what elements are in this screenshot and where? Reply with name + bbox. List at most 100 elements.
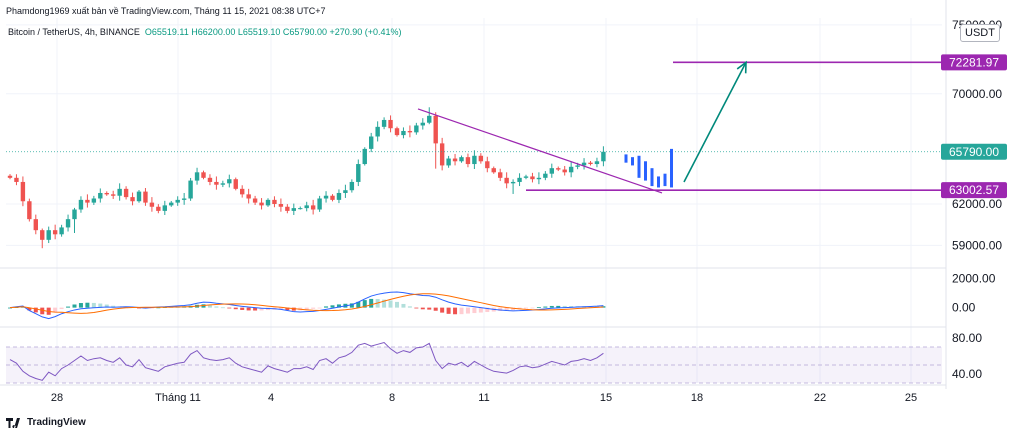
- macd-histogram-bar: [253, 307, 258, 311]
- signal-line: [9, 293, 604, 314]
- candle-body: [123, 188, 129, 198]
- macd-pane[interactable]: [8, 291, 606, 320]
- candle-body: [517, 177, 522, 182]
- candle-body: [52, 230, 58, 235]
- candle-body: [594, 161, 600, 165]
- price-axis[interactable]: 75000.0070000.0062000.0059000.0072281.97…: [941, 18, 1007, 381]
- macd-histogram-bar: [369, 298, 374, 308]
- breakout-arrow[interactable]: [683, 61, 747, 183]
- candle-body: [381, 119, 387, 127]
- macd-histogram-bar: [201, 304, 206, 308]
- candle-body: [375, 126, 380, 137]
- candle-body: [498, 172, 503, 178]
- macd-histogram-bar: [85, 302, 90, 308]
- candle-body: [65, 219, 71, 228]
- candle-body: [278, 204, 284, 207]
- macd-histogram-bar: [427, 307, 432, 310]
- macd-histogram-bar: [149, 307, 154, 309]
- candle-body: [369, 136, 374, 149]
- candle-body: [317, 198, 322, 210]
- candle-body: [491, 168, 496, 173]
- ohlc-high: H66200.00: [191, 27, 236, 37]
- annotations[interactable]: [417, 60, 942, 194]
- macd-histogram-bar: [414, 307, 419, 309]
- candle-body: [530, 176, 535, 180]
- symbol-name: Bitcoin / TetherUS, 4h, BINANCE: [8, 27, 140, 37]
- candle-body: [194, 172, 200, 181]
- candle-body: [388, 119, 393, 129]
- macd-histogram-bar: [472, 307, 477, 314]
- macd-histogram-bar: [349, 303, 354, 308]
- candle-body: [452, 158, 458, 162]
- macd-histogram-bar: [324, 306, 329, 308]
- macd-histogram-bar: [524, 307, 528, 309]
- price-pane[interactable]: [6, 107, 946, 249]
- descending-trendline[interactable]: [417, 108, 663, 194]
- macd-histogram-bar: [433, 307, 438, 311]
- candle-body: [117, 188, 122, 196]
- tradingview-logo[interactable]: TradingView: [6, 417, 86, 428]
- macd-histogram-bar: [311, 307, 316, 309]
- candle-body: [433, 115, 438, 144]
- tradingview-logo-icon: [6, 417, 20, 428]
- projection-bar: [631, 157, 634, 166]
- price-tick-label: 62000.00: [952, 197, 1002, 211]
- candle-body: [407, 130, 413, 133]
- time-tick-label: 25: [905, 392, 917, 404]
- candle-body: [78, 199, 84, 210]
- macd-histogram-bar: [156, 307, 161, 309]
- macd-histogram-bar: [478, 307, 483, 313]
- symbol-legend: Bitcoin / TetherUS, 4h, BINANCE O65519.1…: [8, 27, 402, 37]
- macd-histogram-bar: [72, 304, 77, 308]
- candle-body: [472, 155, 477, 165]
- macd-histogram-bar: [91, 302, 96, 308]
- macd-histogram-bar: [330, 305, 335, 308]
- candle-body: [162, 205, 167, 211]
- macd-histogram-bar: [111, 305, 116, 308]
- projection-bar: [663, 173, 667, 187]
- candle-body: [510, 181, 516, 184]
- macd-histogram-bar: [453, 307, 458, 315]
- time-axis[interactable]: 28 Tháng 11 4 8 11 15 18 22 25: [51, 392, 917, 404]
- macd-histogram-bar: [588, 306, 593, 308]
- time-tick-label: 8: [389, 392, 395, 404]
- macd-histogram-bar: [549, 305, 554, 308]
- macd-histogram-bar: [498, 307, 503, 311]
- candle-body: [214, 181, 219, 185]
- candle-body: [575, 165, 580, 167]
- candle-body: [291, 208, 296, 211]
- rsi-pane[interactable]: [6, 341, 942, 384]
- candle-body: [40, 230, 45, 240]
- time-tick-label: 15: [600, 392, 612, 404]
- macd-histogram-bar: [285, 307, 290, 311]
- candle-body: [504, 177, 509, 184]
- macd-histogram-bar: [543, 306, 548, 308]
- macd-histogram-bar: [395, 301, 399, 308]
- macd-histogram-bar: [530, 307, 535, 309]
- candle-body: [27, 201, 32, 220]
- candle-body: [401, 130, 406, 136]
- time-tick-label: 4: [268, 392, 274, 404]
- macd-histogram-bar: [336, 304, 341, 308]
- macd-histogram-bar: [8, 307, 12, 309]
- currency-button[interactable]: USDT: [960, 24, 1000, 42]
- candle-body: [343, 190, 348, 193]
- macd-histogram-bar: [362, 300, 367, 308]
- projection-bar: [670, 148, 673, 188]
- candle-body: [169, 202, 174, 206]
- candle-body: [272, 199, 277, 204]
- candle-body: [104, 192, 109, 195]
- macd-histogram-bar: [420, 307, 425, 310]
- projection-bar: [637, 155, 641, 178]
- candle-body: [207, 177, 213, 182]
- support-price-label: 63002.57: [949, 183, 999, 197]
- macd-histogram-bar: [459, 307, 464, 315]
- macd-histogram-bar: [278, 307, 283, 310]
- candle-body: [459, 157, 464, 162]
- candle-body: [356, 164, 361, 182]
- candle-body: [362, 148, 367, 165]
- price-tick-label: 59000.00: [952, 238, 1002, 252]
- macd-histogram-bar: [317, 307, 322, 309]
- macd-histogram-bar: [536, 307, 541, 308]
